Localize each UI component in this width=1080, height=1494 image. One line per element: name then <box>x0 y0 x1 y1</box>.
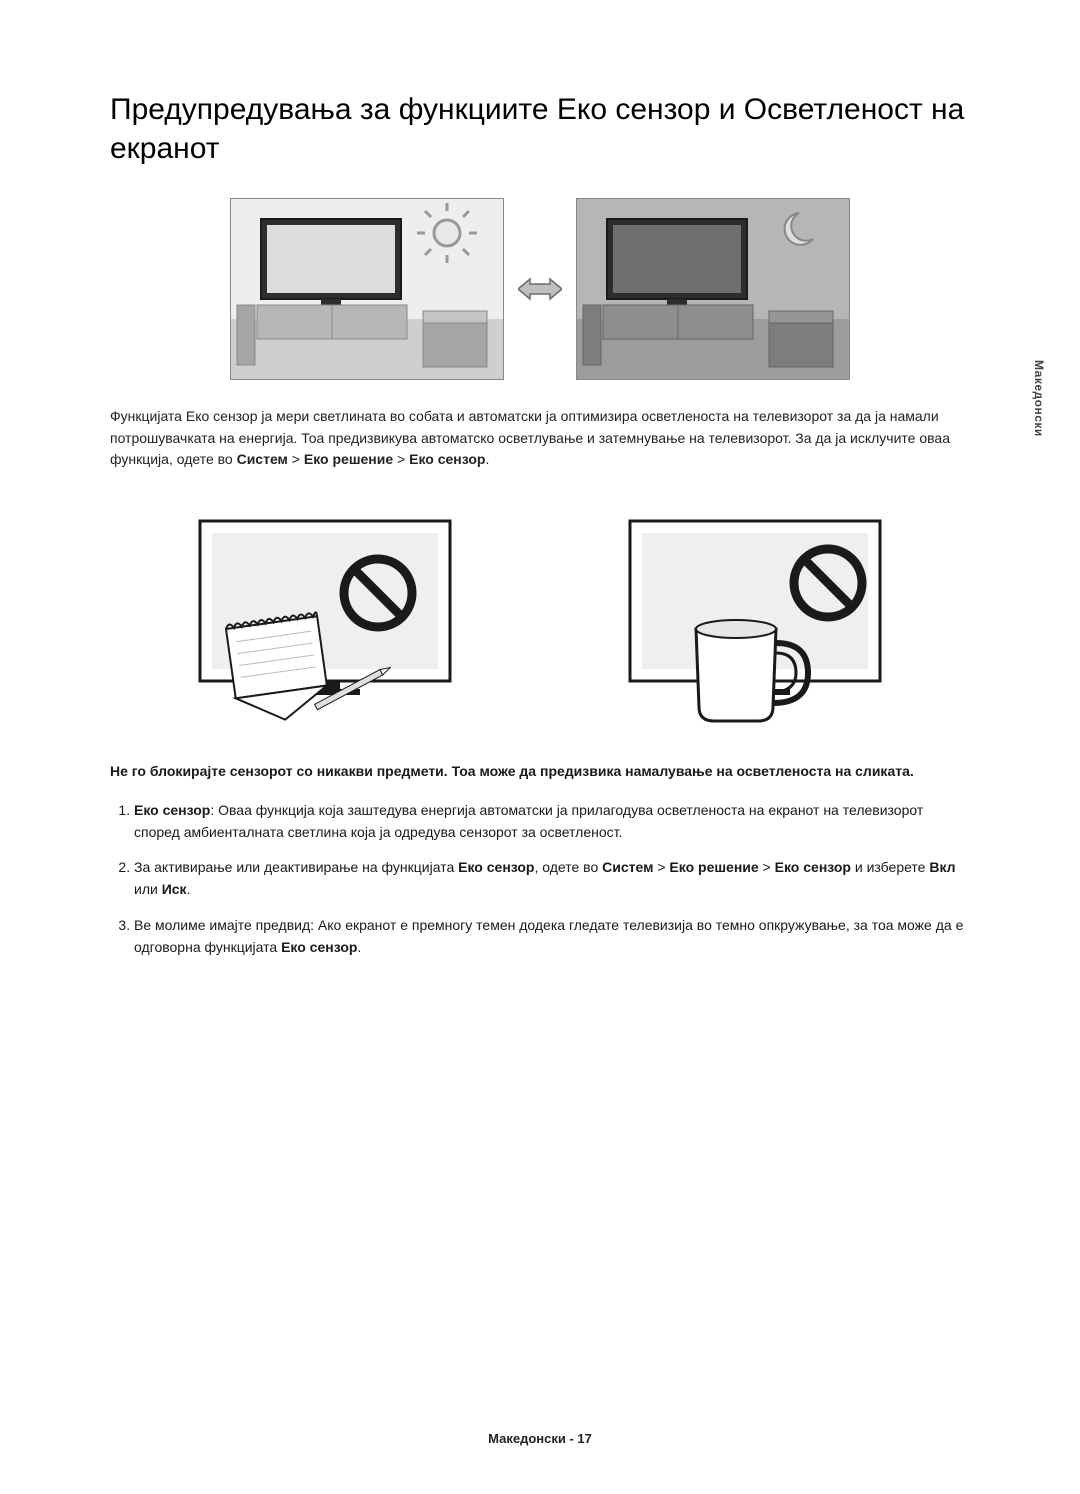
list-item-3: Ве молиме имајте предвид: Ако екранот е … <box>134 915 970 958</box>
li3-pre: Ве молиме имајте предвид: Ако екранот е … <box>134 917 963 955</box>
instruction-list: Еко сензор: Оваа функција која заштедува… <box>110 800 970 958</box>
intro-path-2: Еко решение <box>304 451 393 467</box>
li2-on: Вкл <box>929 859 955 875</box>
blocking-warning-text: Не го блокирајте сензорот со никакви пре… <box>110 761 970 782</box>
room-dark-illustration <box>576 198 850 380</box>
li2-pre: За активирање или деактивирање на функци… <box>134 859 458 875</box>
li2-g1: > <box>653 859 669 875</box>
prohibit-notepad-illustration <box>170 511 480 731</box>
li2-or: или <box>134 881 162 897</box>
intro-paragraph: Функцијата Еко сензор ја мери светлината… <box>110 406 970 471</box>
li2-p2: Еко решение <box>669 859 758 875</box>
li2-eko: Еко сензор <box>458 859 534 875</box>
list-item-2: За активирање или деактивирање на функци… <box>134 857 970 900</box>
room-bright-illustration <box>230 198 504 380</box>
intro-gt-2: > <box>393 451 409 467</box>
li2-end: . <box>187 881 191 897</box>
room-illustration-row <box>110 198 970 380</box>
li3-end: . <box>357 939 361 955</box>
li2-p1: Систем <box>602 859 653 875</box>
prohibit-cup-illustration <box>600 511 910 731</box>
intro-gt-1: > <box>288 451 304 467</box>
li2-mid1: , одете во <box>534 859 602 875</box>
li1-rest: : Оваа функција која заштедува енергија … <box>134 802 923 840</box>
li2-p3: Еко сензор <box>775 859 851 875</box>
list-item-1: Еко сензор: Оваа функција која заштедува… <box>134 800 970 843</box>
double-arrow-icon <box>518 277 562 301</box>
intro-path-3: Еко сензор <box>409 451 485 467</box>
li2-mid2: и изберете <box>851 859 929 875</box>
li2-off: Иск <box>162 881 187 897</box>
li1-lead: Еко сензор <box>134 802 210 818</box>
li2-g2: > <box>759 859 775 875</box>
language-side-tab: Македонски <box>1032 360 1046 437</box>
intro-path-1: Систем <box>237 451 288 467</box>
li3-eko: Еко сензор <box>281 939 357 955</box>
page-title: Предупредувања за функциите Еко сензор и… <box>110 90 970 168</box>
page-footer: Македонски - 17 <box>0 1431 1080 1446</box>
intro-text-post: . <box>485 451 489 467</box>
prohibition-illustration-row <box>170 511 910 731</box>
